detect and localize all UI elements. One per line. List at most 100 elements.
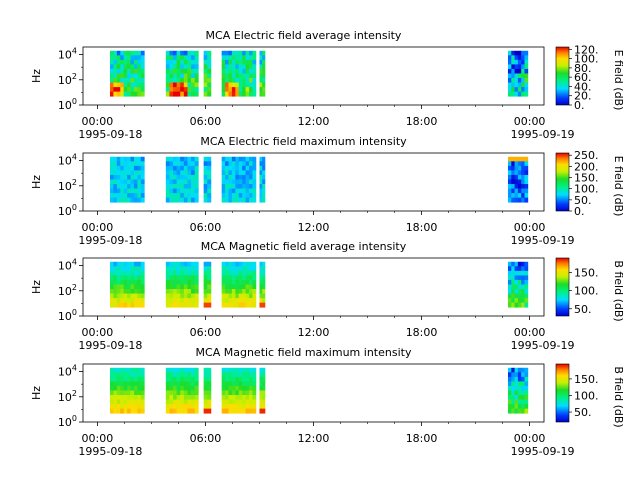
heatmap-cell	[194, 302, 199, 308]
heatmap-cell	[235, 293, 240, 299]
heatmap-cell	[130, 165, 135, 171]
heatmap-cell	[120, 381, 125, 387]
heatmap-cell	[116, 174, 121, 180]
heatmap-cell	[120, 87, 125, 93]
heatmap-cell	[183, 302, 188, 308]
heatmap-cell	[191, 367, 196, 373]
heatmap-cell	[194, 50, 199, 56]
heatmap-cell	[221, 179, 226, 185]
heatmap-cell	[262, 161, 266, 167]
heatmap-cell	[203, 78, 208, 83]
heatmap-cell	[194, 390, 199, 396]
y-tick-label: 100	[58, 414, 77, 429]
heatmap-cell	[110, 174, 114, 180]
heatmap-cell	[191, 59, 196, 65]
heatmap-cell	[228, 284, 233, 290]
heatmap-cell	[169, 91, 174, 97]
heatmap-cell	[242, 87, 247, 93]
heatmap-cell	[242, 170, 247, 176]
heatmap-cell	[169, 408, 174, 414]
heatmap-cell	[130, 188, 135, 194]
heatmap-cell	[123, 165, 128, 171]
heatmap-cell	[194, 399, 199, 405]
heatmap-cell	[521, 50, 525, 56]
heatmap-cell	[262, 302, 266, 308]
heatmap-cell	[221, 404, 226, 410]
heatmap-cell	[169, 50, 174, 56]
heatmap-cell	[514, 284, 519, 290]
heatmap-cell	[242, 279, 247, 285]
heatmap-cell	[191, 165, 196, 171]
heatmap-cell	[221, 381, 226, 387]
heatmap-cell	[110, 275, 114, 281]
heatmap-cell	[225, 395, 229, 400]
heatmap-cell	[514, 395, 519, 400]
heatmap-cell	[207, 193, 212, 199]
heatmap-cell	[133, 179, 138, 185]
heatmap-cell	[252, 390, 257, 396]
heatmap-cell	[225, 372, 229, 378]
heatmap-cell	[235, 376, 240, 382]
heatmap-cell	[507, 87, 512, 93]
heatmap-cell	[120, 399, 125, 405]
heatmap-cell	[169, 179, 174, 185]
heatmap-cell	[191, 408, 196, 414]
heatmap-cell	[140, 261, 145, 267]
heatmap-cell	[507, 302, 512, 308]
heatmap-cell	[228, 78, 233, 83]
heatmap-cell	[140, 59, 145, 65]
heatmap-cell	[231, 404, 236, 410]
heatmap-cell	[514, 68, 519, 74]
heatmap-cell	[183, 78, 188, 83]
heatmap-cell	[524, 284, 529, 290]
heatmap-cell	[524, 261, 529, 267]
y-tick-label: 104	[58, 47, 77, 62]
heatmap-cell	[194, 197, 199, 203]
heatmap-cell	[524, 170, 529, 176]
heatmap-cell	[245, 55, 250, 61]
heatmap-cell	[191, 399, 196, 405]
heatmap-cell	[120, 91, 125, 97]
heatmap-cell	[123, 184, 128, 189]
heatmap-cell	[507, 266, 512, 272]
heatmap-cell	[180, 184, 185, 189]
heatmap-cell	[180, 289, 185, 294]
heatmap-cell	[203, 73, 208, 79]
heatmap-cell	[238, 284, 243, 290]
heatmap-cell	[507, 293, 512, 299]
heatmap-cell	[238, 87, 243, 93]
heatmap-cell	[514, 261, 519, 267]
heatmap-cell	[231, 170, 236, 176]
heatmap-cell	[194, 78, 199, 83]
heatmap-cell	[242, 193, 247, 199]
heatmap-cell	[252, 188, 257, 194]
heatmap-cell	[252, 293, 257, 299]
heatmap-cell	[514, 289, 519, 294]
heatmap-cell	[228, 87, 233, 93]
heatmap-cell	[524, 275, 529, 281]
heatmap-cell	[207, 55, 212, 61]
x-tick-label: 00:00	[514, 115, 546, 128]
heatmap-cell	[259, 367, 263, 373]
heatmap-cell	[140, 184, 145, 189]
heatmap-cell	[180, 170, 185, 176]
heatmap-cell	[225, 404, 229, 410]
heatmap-cell	[116, 261, 121, 267]
heatmap-cell	[120, 279, 125, 285]
heatmap-cell	[524, 270, 529, 276]
heatmap-cell	[120, 367, 125, 373]
heatmap-cell	[514, 404, 519, 410]
heatmap-cell	[130, 266, 135, 272]
heatmap-cell	[517, 174, 522, 180]
heatmap-cell	[183, 165, 188, 171]
heatmap-cell	[203, 284, 208, 290]
heatmap-cell	[511, 179, 515, 185]
heatmap-cell	[194, 261, 199, 267]
heatmap-cell	[127, 399, 131, 405]
heatmap-cell	[110, 91, 114, 97]
heatmap-cell	[521, 266, 525, 272]
heatmap-cell	[113, 87, 118, 93]
heatmap-cell	[514, 293, 519, 299]
heatmap-cell	[242, 372, 247, 378]
heatmap-cell	[165, 91, 170, 97]
